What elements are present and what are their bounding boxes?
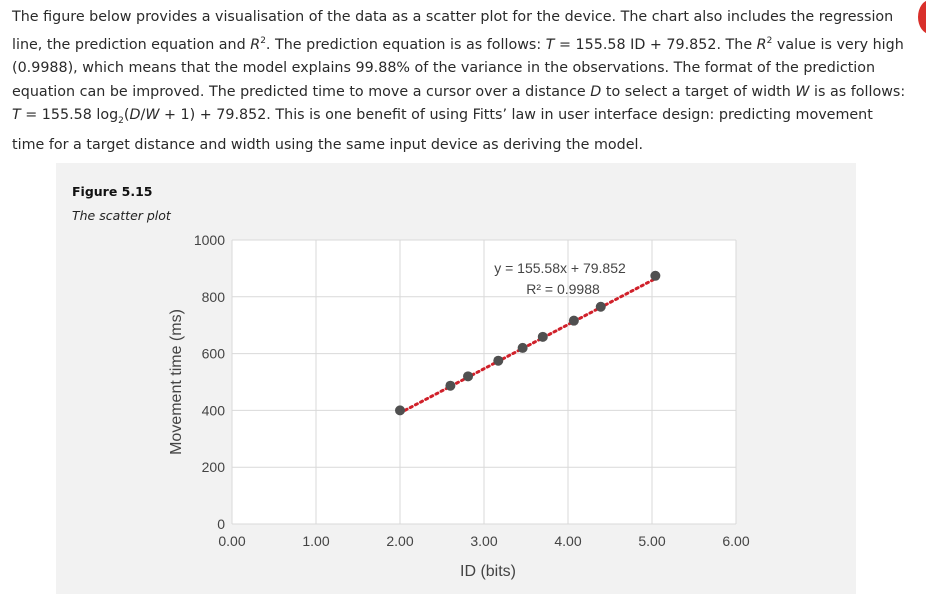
gridlines (231, 239, 737, 525)
data-point (445, 380, 456, 391)
data-point (395, 405, 405, 416)
y-tick-label: 800 (202, 289, 226, 305)
y-tick-label: 600 (202, 346, 226, 362)
y-tick-label: 0 (217, 516, 225, 532)
data-point (568, 315, 579, 326)
trendline-r-squared: R² = 0.9988 (526, 281, 600, 297)
y-tick-labels: 0 200 400 600 800 1000 (194, 232, 225, 532)
y-tick-label: 1000 (194, 232, 225, 248)
data-point (463, 371, 474, 382)
y-axis-label: Movement time (ms) (168, 309, 185, 455)
figure-caption: The scatter plot (72, 208, 171, 223)
x-tick-label: 0.00 (218, 533, 245, 549)
data-point (537, 331, 548, 342)
intro-paragraph: The figure below provides a visualisatio… (12, 9, 906, 153)
x-tick-labels: 0.00 1.00 2.00 3.00 4.00 5.00 6.00 (218, 533, 749, 549)
data-points (395, 270, 661, 416)
x-tick-label: 5.00 (638, 533, 665, 549)
data-point (493, 355, 504, 366)
data-point (517, 342, 528, 353)
y-tick-label: 400 (202, 402, 226, 418)
y-tick-label: 200 (202, 459, 226, 475)
x-tick-label: 6.00 (722, 533, 749, 549)
x-tick-label: 1.00 (302, 533, 329, 549)
x-tick-label: 4.00 (554, 533, 581, 549)
data-point (595, 301, 606, 312)
trendline (398, 277, 657, 415)
trendline-equation: y = 155.58x + 79.852 (494, 260, 626, 276)
x-axis-label: ID (bits) (460, 563, 516, 580)
data-point (650, 270, 661, 281)
corner-badge (918, 0, 926, 34)
x-tick-label: 3.00 (470, 533, 497, 549)
x-tick-label: 2.00 (386, 533, 413, 549)
figure-label: Figure 5.15 (72, 184, 153, 199)
